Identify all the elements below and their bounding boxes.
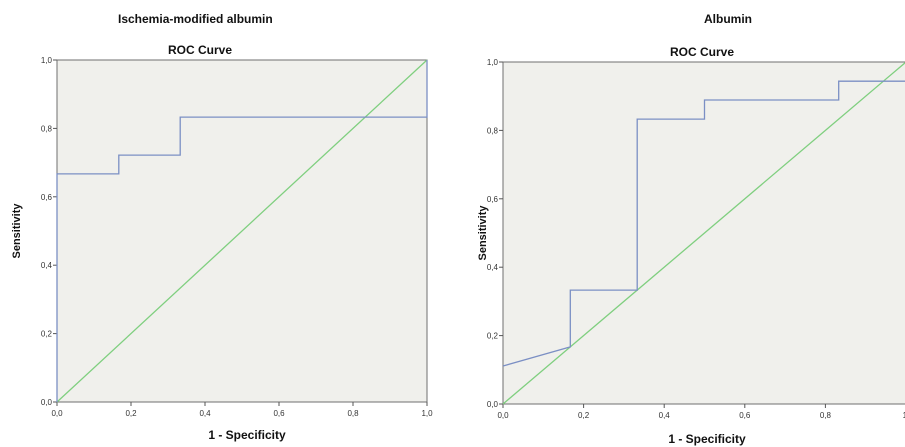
roc-chart-left: ROC Curve 0,0 0,2 0,4 0,6 0,8 1,0 0,0 0,2 0,4 0,6 0…: [11, 43, 433, 442]
y-tick-label: 0,8: [41, 124, 53, 133]
chart-title: ROC Curve: [168, 43, 232, 57]
x-tick-label: 1,0: [421, 409, 433, 418]
y-tick-label: 0,8: [487, 126, 499, 135]
y-tick-label: 1,0: [487, 58, 499, 67]
y-tick-label: 0,6: [487, 195, 499, 204]
x-tick-label: 0,8: [820, 411, 832, 420]
y-tick-label: 0,4: [41, 261, 53, 270]
y-tick-label: 0,4: [487, 263, 499, 272]
y-tick-label: 0,2: [487, 332, 499, 341]
figure-title-left: Ischemia-modified albumin: [118, 12, 273, 26]
x-tick-label: 0,4: [199, 409, 211, 418]
y-tick-label: 0,6: [41, 193, 53, 202]
y-tick-label: 0,2: [41, 330, 53, 339]
chart-title: ROC Curve: [670, 45, 734, 59]
roc-curve-series: [502, 80, 905, 367]
x-tick-label: 0,0: [497, 411, 509, 420]
y-tick-label: 1,0: [41, 56, 53, 65]
figure-title-right: Albumin: [704, 12, 752, 26]
y-tick-label: 0,0: [41, 398, 53, 407]
roc-chart-right: ROC Curve 0,0 0,2 0,4 0,6 0,8 1, 0,0 0,2 0,4 0,6 0,…: [477, 45, 905, 446]
y-axis-label: Sensitivity: [11, 203, 23, 259]
x-tick-label: 0,2: [125, 409, 137, 418]
x-tick-label: 0,2: [578, 411, 590, 420]
x-axis-label: 1 - Specificity: [208, 428, 286, 442]
x-tick-label: 0,6: [739, 411, 751, 420]
x-tick-label: 0,8: [347, 409, 359, 418]
x-tick-label: 0,0: [51, 409, 63, 418]
x-tick-label: 0,4: [659, 411, 671, 420]
x-tick-label: 0,6: [273, 409, 285, 418]
x-tick-label: 1,: [903, 411, 905, 420]
x-axis-label: 1 - Specificity: [668, 432, 746, 446]
y-axis-label: Sensitivity: [477, 205, 489, 261]
roc-curve-series: [56, 60, 428, 402]
y-tick-label: 0,0: [487, 400, 499, 409]
